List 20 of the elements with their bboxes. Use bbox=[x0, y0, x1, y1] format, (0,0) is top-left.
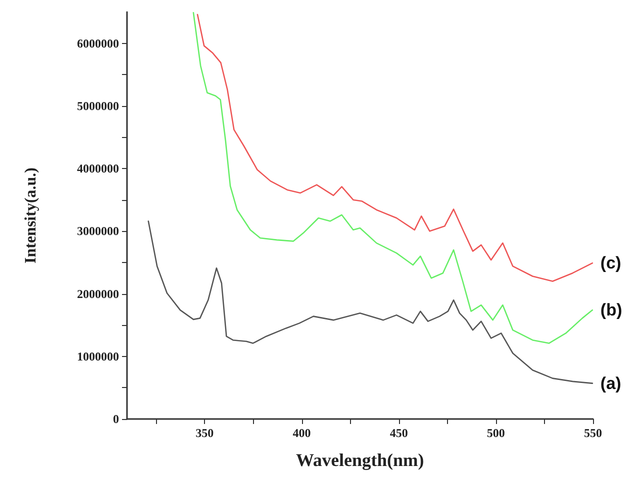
line-series bbox=[192, 12, 594, 344]
x-tick-label: 500 bbox=[486, 426, 505, 440]
series-label: (b) bbox=[600, 300, 622, 320]
y-tick-label: 4000000 bbox=[77, 162, 119, 176]
y-tick-label: 0 bbox=[113, 412, 119, 426]
x-axis-title: Wavelength(nm) bbox=[296, 450, 424, 470]
y-tick-label: 6000000 bbox=[77, 36, 119, 50]
line-series bbox=[148, 220, 594, 384]
y-tick-label: 2000000 bbox=[77, 286, 119, 301]
x-tick-label: 450 bbox=[390, 426, 408, 440]
line-series bbox=[196, 14, 594, 282]
x-tick-label: 550 bbox=[584, 426, 602, 440]
series-label: (a) bbox=[600, 374, 622, 393]
x-tick-label: 350 bbox=[196, 426, 214, 440]
x-tick-label: 400 bbox=[292, 426, 311, 440]
y-tick-label: 5000000 bbox=[77, 98, 119, 113]
y-tick-label: 3000000 bbox=[77, 224, 119, 238]
series-label: (c) bbox=[600, 254, 622, 273]
y-axis-title: Intensity(a.u.) bbox=[22, 167, 40, 264]
y-tick-label: 1000000 bbox=[77, 349, 119, 364]
